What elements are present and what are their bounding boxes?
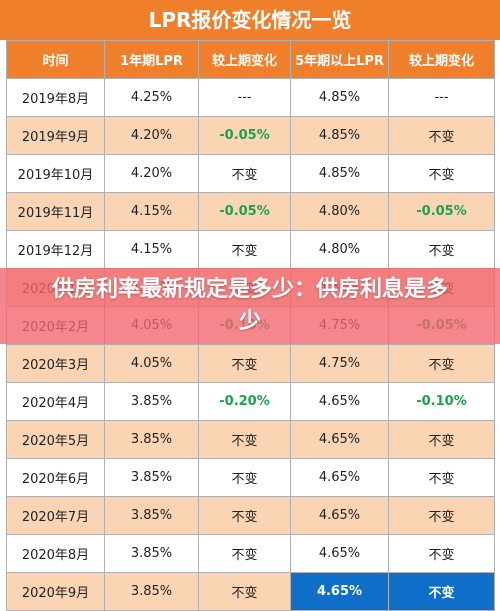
cell-1y-lpr: 3.85% <box>104 496 199 535</box>
cell-1y-change: -0.05% <box>198 192 291 231</box>
cell-5y-lpr: 4.85% <box>290 116 389 155</box>
table-row: 2019年9月 4.20% -0.05% 4.85% 不变 <box>6 116 495 155</box>
cell-time: 2020年8月 <box>6 534 105 573</box>
cell-5y-change: --- <box>388 78 495 117</box>
cell-1y-change: 不变 <box>198 420 291 459</box>
cell-5y-change: 不变 <box>388 496 495 535</box>
cell-5y-lpr: 4.65% <box>290 382 389 421</box>
table-row: 2019年12月 4.15% 不变 4.80% 不变 <box>6 230 495 269</box>
cell-1y-change: -0.20% <box>198 382 291 421</box>
cell-time: 2020年5月 <box>6 420 105 459</box>
cell-5y-lpr: 4.80% <box>290 230 389 269</box>
table-row: 2019年11月 4.15% -0.05% 4.80% -0.05% <box>6 192 495 231</box>
table-row: 2020年7月 3.85% 不变 4.65% 不变 <box>6 496 495 535</box>
table-row: 2020年9月 3.85% 不变 4.65% 不变 <box>6 572 495 611</box>
header-5y-lpr: 5年期以上LPR <box>290 40 389 79</box>
cell-1y-lpr: 4.20% <box>104 116 199 155</box>
cell-1y-change: 不变 <box>198 496 291 535</box>
header-1y-change: 较上期变化 <box>198 40 291 79</box>
header-1y-lpr: 1年期LPR <box>104 40 199 79</box>
cell-time: 2019年10月 <box>6 154 105 193</box>
header-5y-change: 较上期变化 <box>388 40 495 79</box>
cell-5y-change: 不变 <box>388 344 495 383</box>
cell-5y-change: 不变 <box>388 534 495 573</box>
table-row: 2020年3月 4.05% 不变 4.75% 不变 <box>6 344 495 383</box>
cell-1y-change: 不变 <box>198 572 291 611</box>
cell-5y-lpr: 4.65% <box>290 572 389 611</box>
title-banner: 供房利率最新规定是多少：供房利息是多少 <box>0 268 500 344</box>
header-time: 时间 <box>6 40 105 79</box>
cell-1y-lpr: 4.15% <box>104 192 199 231</box>
cell-1y-lpr: 3.85% <box>104 572 199 611</box>
cell-5y-lpr: 4.85% <box>290 154 389 193</box>
cell-5y-lpr: 4.80% <box>290 192 389 231</box>
cell-1y-change: --- <box>198 78 291 117</box>
cell-time: 2019年9月 <box>6 116 105 155</box>
cell-5y-lpr: 4.85% <box>290 78 389 117</box>
cell-1y-lpr: 4.25% <box>104 78 199 117</box>
cell-1y-lpr: 4.05% <box>104 344 199 383</box>
cell-time: 2019年11月 <box>6 192 105 231</box>
table-row: 2020年4月 3.85% -0.20% 4.65% -0.10% <box>6 382 495 421</box>
table-title: LPR报价变化情况一览 <box>0 0 500 40</box>
cell-1y-lpr: 4.20% <box>104 154 199 193</box>
cell-1y-lpr: 3.85% <box>104 458 199 497</box>
table-row: 2020年6月 3.85% 不变 4.65% 不变 <box>6 458 495 497</box>
cell-1y-lpr: 3.85% <box>104 534 199 573</box>
cell-time: 2020年9月 <box>6 572 105 611</box>
cell-1y-change: -0.05% <box>198 116 291 155</box>
banner-text: 供房利率最新规定是多少：供房利息是多少 <box>51 277 448 334</box>
cell-time: 2020年6月 <box>6 458 105 497</box>
table-row: 2019年8月 4.25% --- 4.85% --- <box>6 78 495 117</box>
cell-1y-change: 不变 <box>198 230 291 269</box>
cell-time: 2019年8月 <box>6 78 105 117</box>
cell-time: 2020年3月 <box>6 344 105 383</box>
cell-time: 2019年12月 <box>6 230 105 269</box>
cell-5y-change: 不变 <box>388 116 495 155</box>
cell-1y-lpr: 3.85% <box>104 420 199 459</box>
cell-5y-lpr: 4.75% <box>290 344 389 383</box>
cell-5y-change: 不变 <box>388 458 495 497</box>
cell-5y-change: 不变 <box>388 230 495 269</box>
cell-5y-change: 不变 <box>388 420 495 459</box>
cell-5y-lpr: 4.65% <box>290 420 389 459</box>
cell-5y-lpr: 4.65% <box>290 534 389 573</box>
table-body: 2019年8月 4.25% --- 4.85% --- 2019年9月 4.20% -0.05… <box>6 78 495 611</box>
cell-5y-lpr: 4.65% <box>290 458 389 497</box>
cell-1y-change: 不变 <box>198 534 291 573</box>
cell-1y-change: 不变 <box>198 458 291 497</box>
cell-5y-change: 不变 <box>388 572 495 611</box>
cell-time: 2020年7月 <box>6 496 105 535</box>
table-row: 2020年5月 3.85% 不变 4.65% 不变 <box>6 420 495 459</box>
table-row: 2019年10月 4.20% 不变 4.85% 不变 <box>6 154 495 193</box>
cell-1y-lpr: 3.85% <box>104 382 199 421</box>
cell-5y-lpr: 4.65% <box>290 496 389 535</box>
cell-5y-change: 不变 <box>388 154 495 193</box>
cell-5y-change: -0.10% <box>388 382 495 421</box>
table-row: 2020年8月 3.85% 不变 4.65% 不变 <box>6 534 495 573</box>
header-row: 时间 1年期LPR 较上期变化 5年期以上LPR 较上期变化 <box>6 40 495 79</box>
cell-time: 2020年4月 <box>6 382 105 421</box>
cell-1y-change: 不变 <box>198 344 291 383</box>
cell-1y-change: 不变 <box>198 154 291 193</box>
cell-1y-lpr: 4.15% <box>104 230 199 269</box>
cell-5y-change: -0.05% <box>388 192 495 231</box>
